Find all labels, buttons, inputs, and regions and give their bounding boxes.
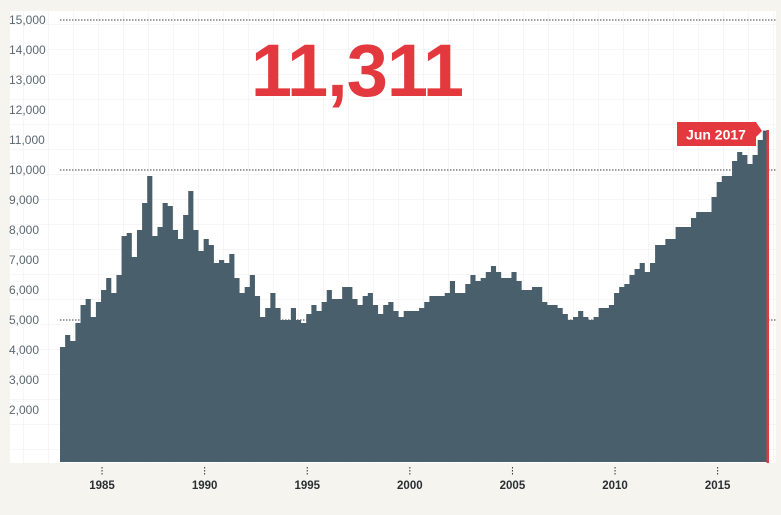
y-tick-label: 9,000 xyxy=(9,193,39,207)
x-tick-label: 1990 xyxy=(192,480,218,492)
y-tick-label: 2,000 xyxy=(9,403,39,417)
x-tick-label: 1995 xyxy=(294,480,320,492)
y-tick-label: 12,000 xyxy=(9,103,46,117)
annotation-label: Jun 2017 xyxy=(686,127,746,143)
current-marker-line xyxy=(766,130,769,463)
x-tick-label: 1985 xyxy=(89,480,115,492)
headline-value: 11,311 xyxy=(251,29,463,112)
x-tick-label: 2005 xyxy=(500,480,526,492)
y-tick-label: 13,000 xyxy=(9,73,46,87)
x-tick-label: 2000 xyxy=(397,480,423,492)
y-tick-label: 14,000 xyxy=(9,43,46,57)
y-tick-label: 8,000 xyxy=(9,223,39,237)
y-tick-label: 15,000 xyxy=(9,13,46,27)
data-area xyxy=(60,130,768,463)
x-tick-label: 2010 xyxy=(602,480,628,492)
y-tick-label: 4,000 xyxy=(9,343,39,357)
y-tick-label: 10,000 xyxy=(9,163,46,177)
y-tick-label: 3,000 xyxy=(9,373,39,387)
annotation-box xyxy=(677,122,762,146)
y-tick-label: 11,000 xyxy=(9,133,45,147)
y-tick-label: 6,000 xyxy=(9,283,39,297)
y-tick-label: 7,000 xyxy=(9,253,39,267)
x-tick-label: 2015 xyxy=(705,480,731,492)
annotation-tag: Jun 2017 xyxy=(677,122,762,146)
y-tick-label: 5,000 xyxy=(9,313,39,327)
